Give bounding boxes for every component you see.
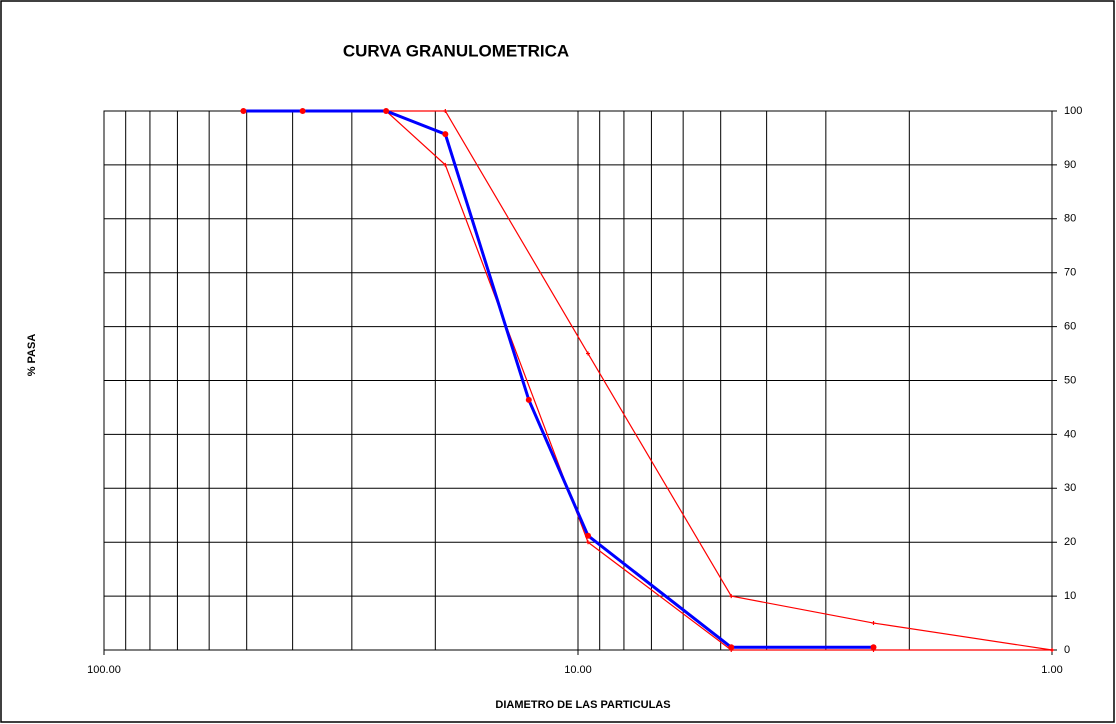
point-marker — [383, 108, 390, 114]
series-line — [386, 110, 1053, 651]
point-marker — [442, 131, 449, 138]
series-line — [385, 110, 1052, 651]
point-marker — [299, 108, 306, 114]
y-axis-label: % PASA — [26, 334, 38, 377]
point-marker — [443, 162, 448, 167]
y-tick-label: 20 — [1064, 536, 1076, 548]
point-marker — [870, 644, 877, 651]
y-tick-label: 100 — [1064, 105, 1082, 117]
point-marker — [585, 532, 592, 539]
point-marker — [443, 109, 448, 113]
y-tick-label: 50 — [1064, 374, 1076, 386]
point-marker — [586, 540, 591, 545]
chart-title: CURVA GRANULOMETRICA — [343, 41, 569, 60]
y-tick-label: 10 — [1064, 590, 1076, 602]
x-tick-label: 100.00 — [87, 664, 121, 676]
point-marker — [871, 621, 876, 626]
point-marker — [240, 108, 247, 114]
y-tick-label: 40 — [1064, 428, 1076, 440]
x-axis-label: DIAMETRO DE LAS PARTICULAS — [495, 699, 670, 711]
point-marker — [586, 351, 591, 356]
x-tick-label: 10.00 — [564, 664, 592, 676]
series-line — [243, 109, 874, 649]
point-marker — [525, 396, 532, 403]
y-tick-label: 90 — [1064, 159, 1076, 171]
point-marker — [729, 594, 734, 599]
x-tick-label: 1.00 — [1041, 664, 1062, 676]
y-tick-label: 0 — [1064, 644, 1070, 656]
y-tick-label: 70 — [1064, 267, 1076, 279]
y-tick-label: 60 — [1064, 321, 1076, 333]
y-tick-label: 30 — [1064, 482, 1076, 494]
point-marker — [1050, 648, 1054, 652]
point-marker — [728, 644, 735, 651]
y-tick-label: 80 — [1064, 213, 1076, 225]
